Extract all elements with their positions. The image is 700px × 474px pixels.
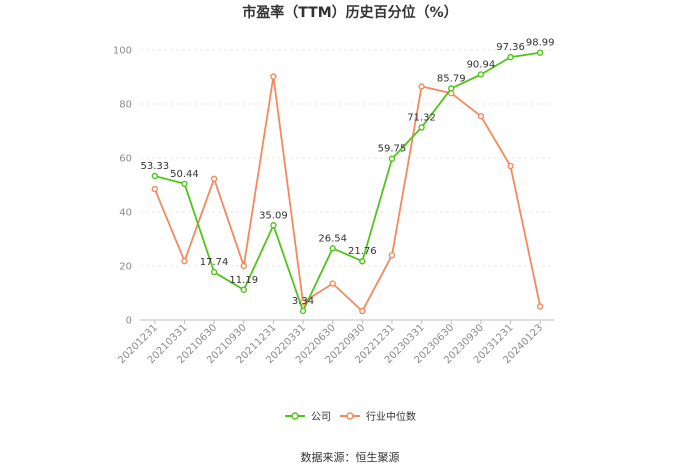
chart-title: 市盈率（TTM）历史百分位（%） [242,4,457,21]
data-label-company-20220331: 3.34 [292,296,314,307]
series-line-company [154,51,541,312]
data-point-industry-20240123[interactable] [536,303,544,310]
grid-lines [140,49,555,267]
data-point-industry-20220630[interactable] [329,280,336,287]
x-axis: 2020123120210331202106302021093020211231… [116,319,555,366]
data-point-company-20210930[interactable] [240,286,247,293]
data-label-company-20210630: 17.74 [200,257,229,268]
data-point-company-20221231[interactable] [388,155,396,162]
data-point-company-20220630[interactable] [329,245,336,252]
data-point-company-20230630[interactable] [448,85,455,92]
series-company [151,49,544,315]
data-point-industry-20210630[interactable] [210,175,218,182]
data-label-company-20201231: 53.33 [141,161,170,172]
legend-item-company[interactable]: 公司 [285,412,331,423]
data-point-company-20230930[interactable] [477,71,485,78]
data-point-industry-20221231[interactable] [388,251,396,259]
data-point-company-20201231[interactable] [151,172,159,180]
data-point-company-20231231[interactable] [507,53,514,61]
y-tick-label-60: 60 [119,154,132,165]
data-label-company-20220930: 21.76 [348,246,377,257]
y-tick-label-20: 20 [119,262,132,273]
data-point-company-20220930[interactable] [359,258,366,265]
data-label-company-20230930: 90.94 [467,59,496,70]
data-point-industry-20210930[interactable] [240,262,247,270]
legend-item-industry[interactable]: 行业中位数 [340,410,416,423]
data-label-company-20211231: 35.09 [259,210,288,221]
data-point-company-20230331[interactable] [418,124,425,131]
source-text: 数据来源：恒生聚源 [301,450,400,464]
data-label-company-20221231: 59.75 [378,144,407,155]
data-point-industry-20230930[interactable] [477,112,485,120]
y-tick-label-40: 40 [119,208,132,219]
y-tick-label-0: 0 [126,316,132,327]
data-point-industry-20201231[interactable] [151,185,159,193]
data-point-company-20210331[interactable] [181,180,188,188]
legend-swatch-industry-marker [346,412,354,420]
data-point-company-20211231[interactable] [270,222,277,229]
data-point-company-20220331[interactable] [299,307,307,315]
data-label-company-20231231: 97.36 [496,42,525,53]
data-label-company-20240123: 98.99 [526,38,555,49]
series-line-industry-median [153,75,542,313]
series-industry-median [151,73,544,315]
data-label-company-20230331: 71.32 [407,112,436,123]
y-axis-ticks: 0 20 40 60 80 100 [113,46,132,327]
y-tick-label-80: 80 [119,100,132,111]
legend-label-company: 公司 [311,412,331,423]
data-point-company-20240123[interactable] [536,49,544,56]
data-label-company-20220630: 26.54 [318,233,347,244]
data-point-industry-20211231[interactable] [270,73,277,80]
legend-label-industry: 行业中位数 [366,410,416,423]
data-label-company-20210930: 11.19 [229,275,258,286]
data-point-industry-20230331[interactable] [418,83,425,90]
data-point-industry-20210331[interactable] [181,257,188,265]
data-label-company-20230630: 85.79 [437,73,466,84]
legend[interactable]: 公司 行业中位数 [285,410,416,423]
legend-swatch-company-marker [291,412,299,420]
data-label-company-20210331: 50.44 [170,169,199,180]
data-point-industry-20220930[interactable] [359,307,366,315]
y-tick-label-100: 100 [113,46,132,57]
data-point-company-20210630[interactable] [210,268,218,276]
series-lines [151,49,544,315]
data-point-industry-20231231[interactable] [507,162,514,170]
